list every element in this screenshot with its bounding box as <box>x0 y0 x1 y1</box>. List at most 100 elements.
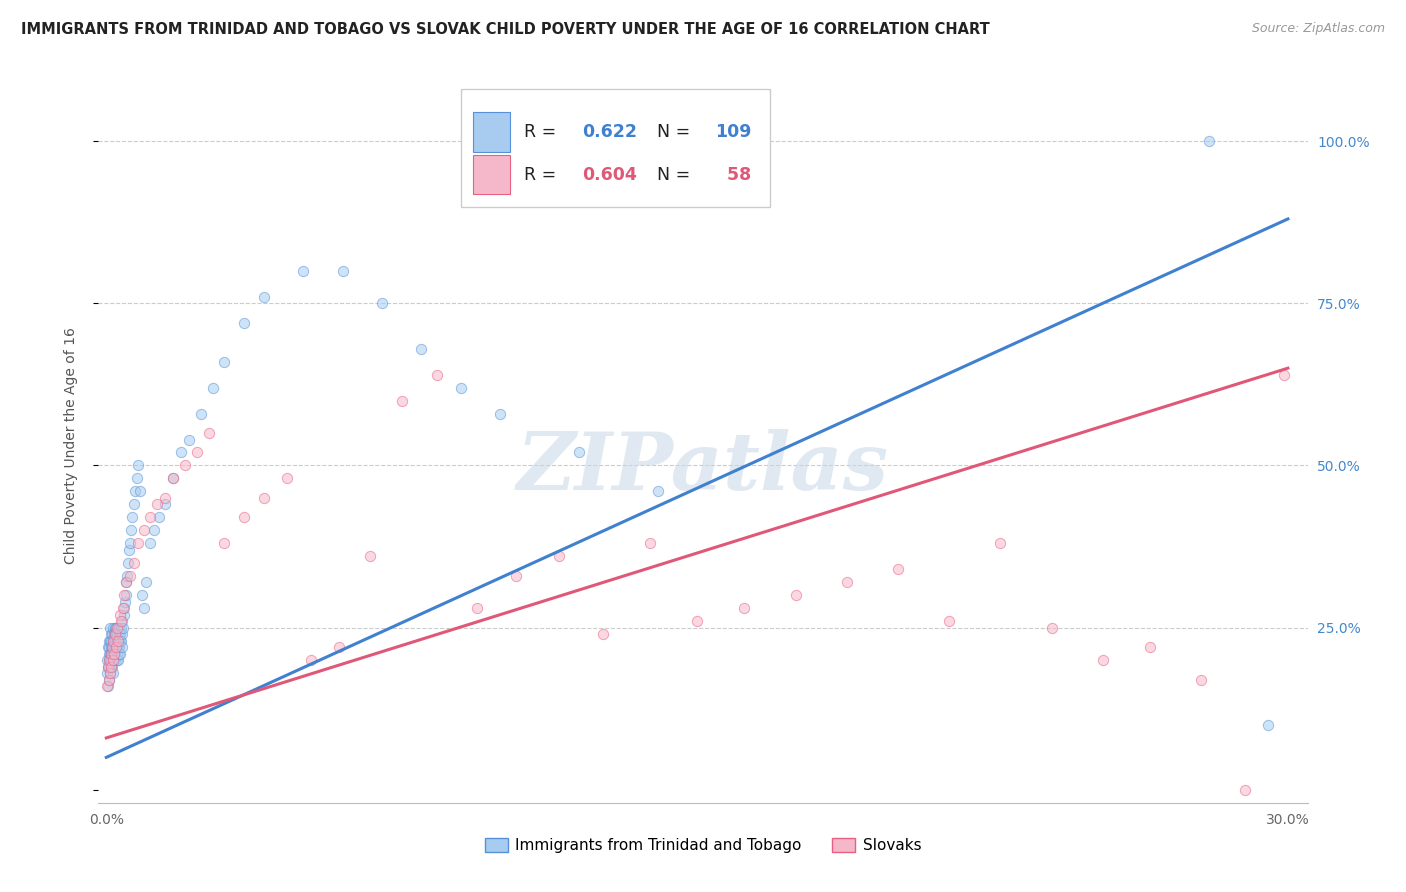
Point <box>114 595 136 609</box>
Point <box>103 633 125 648</box>
Point <box>253 491 276 505</box>
Point <box>1272 368 1295 382</box>
Point <box>647 484 669 499</box>
Point <box>131 588 153 602</box>
Point <box>108 627 131 641</box>
Point <box>108 647 131 661</box>
Point <box>938 614 960 628</box>
Text: 58: 58 <box>716 166 751 184</box>
Legend: Immigrants from Trinidad and Tobago, Slovaks: Immigrants from Trinidad and Tobago, Slo… <box>478 832 928 859</box>
Point <box>104 647 127 661</box>
Point <box>592 627 614 641</box>
Point <box>111 614 134 628</box>
Point <box>1040 621 1063 635</box>
Point <box>100 659 122 673</box>
Point <box>186 445 208 459</box>
Point <box>426 368 449 382</box>
Point <box>97 679 120 693</box>
Point <box>103 627 125 641</box>
Point <box>104 653 127 667</box>
Point <box>98 647 121 661</box>
Point <box>115 568 138 582</box>
Point <box>155 491 177 505</box>
Text: R =: R = <box>524 166 562 184</box>
Point <box>214 536 236 550</box>
Point <box>105 640 128 654</box>
Point <box>122 497 145 511</box>
Point <box>103 640 125 654</box>
Point <box>785 588 807 602</box>
Text: 109: 109 <box>716 123 751 141</box>
Point <box>138 510 160 524</box>
Point <box>686 614 709 628</box>
Point <box>100 659 122 673</box>
Point <box>107 653 129 667</box>
Point <box>98 653 121 667</box>
Point <box>105 653 128 667</box>
Point <box>105 633 128 648</box>
Point <box>142 524 165 538</box>
Point <box>110 614 132 628</box>
Point <box>411 342 433 356</box>
Point <box>111 627 134 641</box>
Point <box>253 290 276 304</box>
Point <box>107 633 129 648</box>
Point <box>122 556 145 570</box>
Point <box>292 264 315 278</box>
Point <box>107 621 129 635</box>
Point <box>1139 640 1161 654</box>
Point <box>127 458 149 473</box>
Point <box>98 653 121 667</box>
Point <box>105 647 128 661</box>
Point <box>148 510 170 524</box>
Point <box>155 497 177 511</box>
Point <box>638 536 661 550</box>
Point <box>104 627 127 641</box>
Point <box>98 640 121 654</box>
Point <box>101 633 124 648</box>
Point <box>568 445 591 459</box>
Point <box>101 653 124 667</box>
Point <box>105 621 128 635</box>
Point <box>112 588 135 602</box>
Point <box>162 471 184 485</box>
Point <box>214 354 236 368</box>
Point <box>101 659 124 673</box>
Point <box>98 666 121 681</box>
Point <box>103 647 125 661</box>
Point <box>177 433 200 447</box>
Point <box>359 549 381 564</box>
Point <box>118 536 141 550</box>
Point <box>105 633 128 648</box>
Point <box>111 621 134 635</box>
Point <box>1189 673 1212 687</box>
Point <box>1091 653 1114 667</box>
Point <box>299 653 322 667</box>
Point <box>174 458 197 473</box>
Point <box>98 633 121 648</box>
Point <box>128 484 150 499</box>
Point <box>328 640 350 654</box>
Point <box>118 542 141 557</box>
Point <box>127 536 149 550</box>
Point <box>114 588 136 602</box>
Point <box>505 568 527 582</box>
Point <box>233 316 256 330</box>
Point <box>108 633 131 648</box>
Point <box>97 673 120 687</box>
FancyBboxPatch shape <box>474 112 509 152</box>
Point <box>101 621 124 635</box>
Point <box>96 653 118 667</box>
Point <box>835 575 858 590</box>
Point <box>146 497 169 511</box>
Point <box>100 627 122 641</box>
Point <box>107 640 129 654</box>
Point <box>104 627 127 641</box>
Point <box>117 556 139 570</box>
Point <box>132 601 155 615</box>
Point <box>110 647 132 661</box>
Point <box>121 510 143 524</box>
Point <box>100 640 122 654</box>
Point <box>103 653 125 667</box>
Point <box>108 640 131 654</box>
